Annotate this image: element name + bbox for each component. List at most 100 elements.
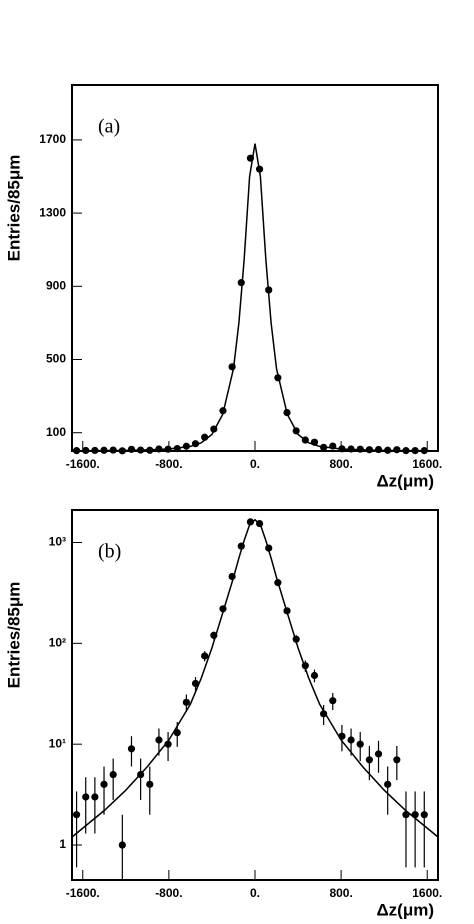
data-point	[210, 631, 218, 639]
data-point	[137, 446, 145, 454]
data-point	[301, 436, 309, 444]
panel-label: (b)	[98, 541, 121, 563]
data-point	[127, 745, 136, 753]
data-point	[420, 811, 428, 819]
data-point	[265, 544, 273, 552]
x-axis-label: Δz(μm)	[376, 900, 434, 919]
data-point	[356, 445, 364, 453]
x-tick-label: 800.	[329, 457, 352, 471]
data-point	[219, 605, 227, 613]
y-tick-label: 1700	[39, 132, 66, 146]
data-point	[91, 446, 99, 455]
data-point	[374, 750, 383, 758]
x-axis-label: Δz(μm)	[376, 471, 434, 490]
panel-label: (a)	[98, 116, 120, 138]
data-point	[310, 671, 319, 680]
data-point	[72, 811, 81, 819]
data-point	[182, 698, 190, 706]
data-point	[320, 710, 328, 718]
data-point	[365, 756, 373, 764]
fit-curve	[71, 518, 439, 838]
data-point	[255, 165, 264, 173]
data-point	[109, 446, 117, 454]
data-point	[155, 445, 163, 453]
data-point	[246, 518, 255, 526]
data-point	[100, 446, 108, 454]
y-tick-label: 100	[46, 425, 66, 439]
data-point	[283, 408, 291, 417]
data-point	[72, 447, 81, 455]
data-point	[127, 445, 136, 453]
data-point	[173, 729, 181, 737]
y-tick-label: 1	[59, 837, 66, 851]
data-point	[237, 542, 245, 550]
data-point	[228, 363, 236, 371]
data-point	[118, 447, 126, 455]
y-tick-label: 1300	[39, 205, 66, 219]
data-point	[201, 433, 209, 441]
x-tick-label: -800.	[155, 457, 182, 471]
y-axis-label: Entries/85μm	[4, 582, 23, 689]
data-point	[402, 811, 410, 819]
data-point	[292, 635, 300, 643]
x-tick-label: -1600.	[66, 457, 100, 471]
plot-frame	[71, 509, 439, 881]
data-point	[347, 445, 355, 453]
y-tick-label: 10¹	[49, 736, 66, 750]
x-tick-label: -800.	[155, 886, 182, 900]
data-point	[228, 572, 236, 581]
x-tick-label: 1600.	[412, 886, 442, 900]
data-point	[274, 374, 282, 382]
data-point	[246, 154, 255, 162]
data-point	[420, 447, 428, 455]
data-point	[310, 438, 319, 446]
data-point	[255, 519, 264, 528]
x-tick-label: -1600.	[66, 886, 100, 900]
data-point	[411, 811, 419, 819]
y-tick-label: 900	[46, 278, 66, 292]
data-point	[329, 442, 337, 450]
data-point	[402, 447, 410, 455]
data-point	[329, 697, 337, 705]
data-point	[164, 740, 172, 748]
x-tick-label: 800.	[329, 886, 352, 900]
data-point	[191, 679, 200, 688]
data-point	[146, 780, 154, 788]
x-tick-label: 0.	[250, 886, 260, 900]
data-point	[338, 445, 346, 453]
data-point	[356, 740, 364, 748]
data-point	[274, 579, 282, 587]
data-point	[374, 445, 383, 454]
y-tick-label: 10²	[49, 636, 66, 650]
data-point	[109, 770, 117, 779]
data-point	[164, 445, 172, 453]
data-point	[237, 279, 245, 287]
data-point	[393, 756, 401, 764]
data-point	[393, 446, 401, 454]
data-point	[82, 446, 90, 455]
data-point	[91, 793, 99, 801]
data-point	[411, 447, 419, 455]
data-point	[347, 736, 355, 744]
data-point	[283, 607, 291, 615]
data-point	[384, 780, 392, 788]
data-point	[82, 793, 90, 801]
data-point	[365, 446, 373, 454]
fit-curve	[71, 143, 439, 452]
data-point	[173, 445, 181, 453]
data-point	[320, 443, 328, 451]
data-point	[191, 440, 200, 448]
data-point	[292, 427, 300, 435]
data-point	[182, 442, 190, 450]
data-point	[219, 407, 227, 415]
data-point	[146, 446, 154, 454]
data-point	[100, 780, 108, 788]
data-point	[210, 425, 218, 433]
plot-frame	[71, 84, 439, 452]
data-point	[155, 736, 163, 744]
data-point	[265, 286, 273, 294]
data-point	[137, 770, 145, 779]
data-point	[201, 652, 209, 660]
data-point	[384, 446, 392, 454]
